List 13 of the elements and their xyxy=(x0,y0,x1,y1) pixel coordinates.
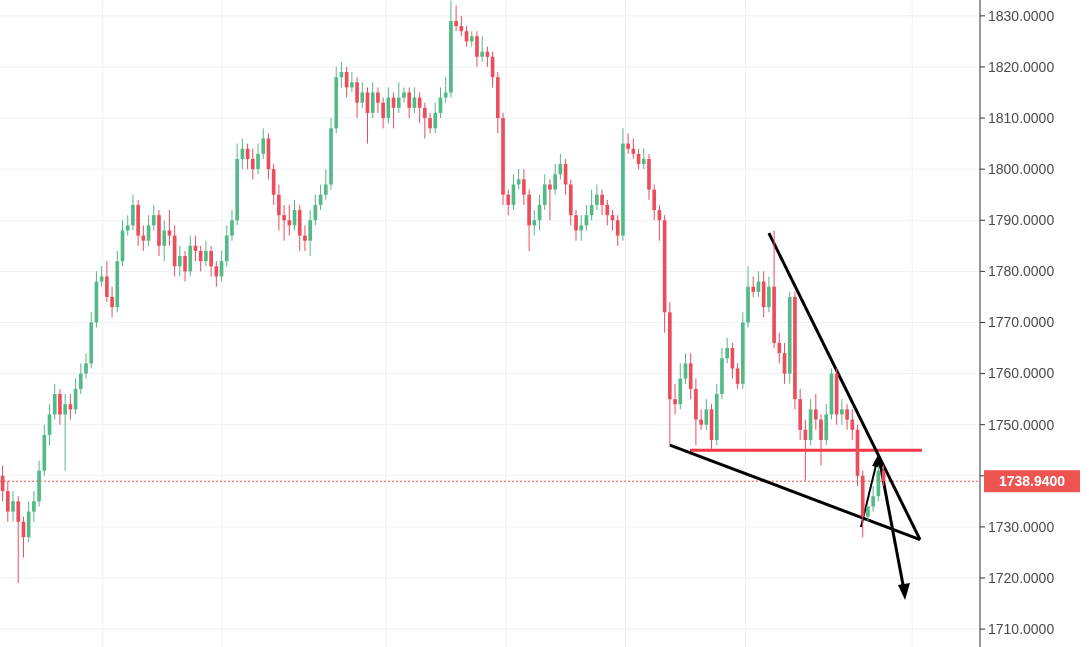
y-tick-label: 1780.0000 xyxy=(988,263,1055,280)
y-tick-label: 1800.0000 xyxy=(988,161,1055,178)
y-tick-label: 1790.0000 xyxy=(988,212,1055,229)
y-tick-label: 1820.0000 xyxy=(988,58,1055,75)
ref-line-label: 1738.9400 xyxy=(998,473,1066,490)
y-tick-label: 1770.0000 xyxy=(988,314,1055,331)
y-tick-label: 1720.0000 xyxy=(988,569,1055,586)
y-tick-label: 1750.0000 xyxy=(988,416,1055,433)
y-tick-label: 1810.0000 xyxy=(988,109,1055,126)
y-tick-label: 1830.0000 xyxy=(988,7,1055,24)
y-tick-label: 1710.0000 xyxy=(988,621,1055,638)
y-tick-label: 1730.0000 xyxy=(988,518,1055,535)
y-tick-label: 1760.0000 xyxy=(988,365,1055,382)
